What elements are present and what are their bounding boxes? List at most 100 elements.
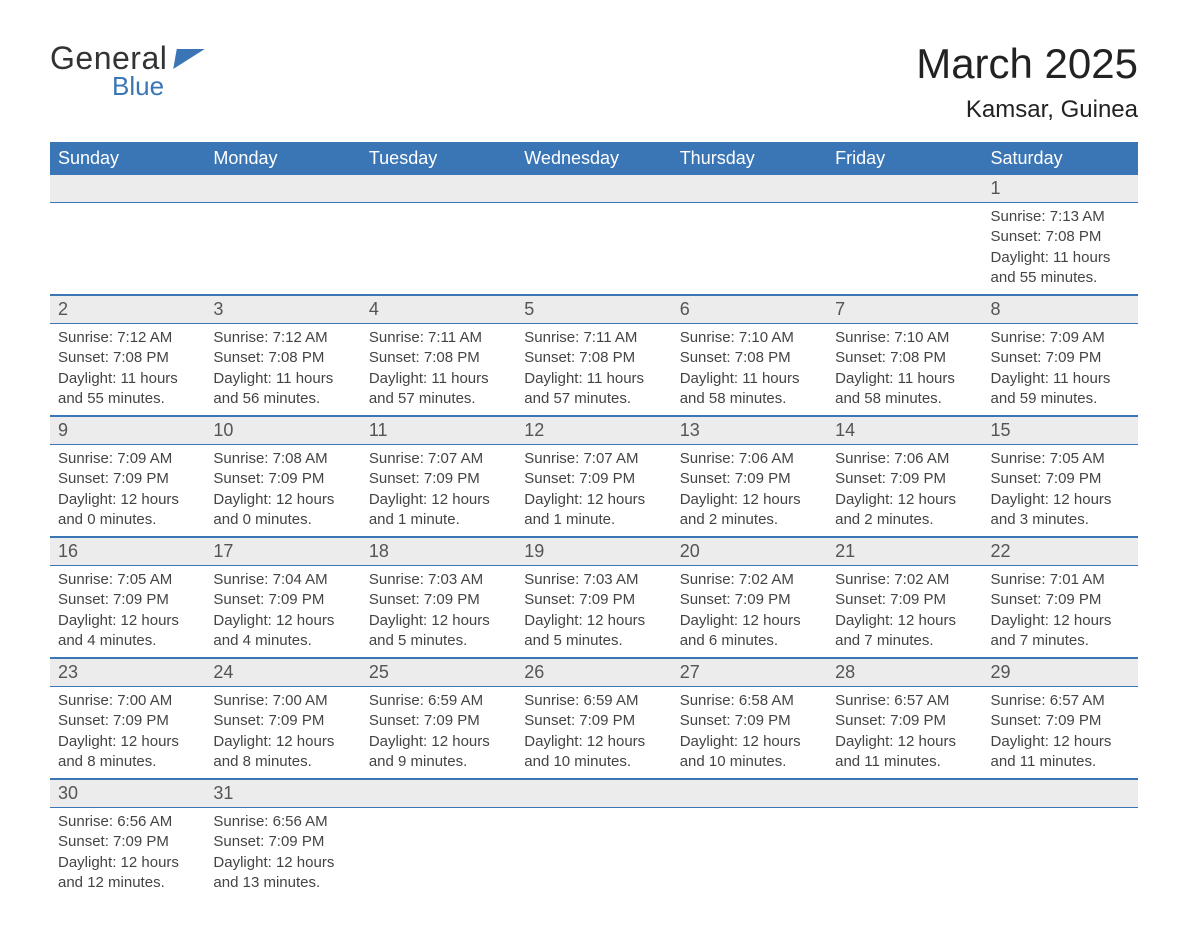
daylight-text: Daylight: 12 hours and 10 minutes. bbox=[680, 732, 819, 773]
sunset-text: Sunset: 7:09 PM bbox=[213, 711, 352, 731]
day-detail-cell: Sunrise: 7:02 AMSunset: 7:09 PMDaylight:… bbox=[672, 566, 827, 659]
day-detail-cell: Sunrise: 7:07 AMSunset: 7:09 PMDaylight:… bbox=[361, 445, 516, 538]
sunset-text: Sunset: 7:09 PM bbox=[58, 590, 197, 610]
sunset-text: Sunset: 7:09 PM bbox=[58, 711, 197, 731]
day-number-cell: 21 bbox=[827, 537, 982, 566]
day-detail-cell bbox=[516, 203, 671, 296]
day-number-cell: 2 bbox=[50, 295, 205, 324]
day-detail-cell: Sunrise: 7:01 AMSunset: 7:09 PMDaylight:… bbox=[983, 566, 1138, 659]
day-number-cell bbox=[983, 779, 1138, 808]
sunrise-text: Sunrise: 7:11 AM bbox=[524, 328, 663, 348]
day-detail-cell bbox=[361, 808, 516, 900]
day-detail-cell bbox=[827, 203, 982, 296]
day-detail-cell: Sunrise: 7:03 AMSunset: 7:09 PMDaylight:… bbox=[516, 566, 671, 659]
sunset-text: Sunset: 7:09 PM bbox=[680, 469, 819, 489]
daylight-text: Daylight: 12 hours and 11 minutes. bbox=[835, 732, 974, 773]
sunrise-text: Sunrise: 7:01 AM bbox=[991, 570, 1130, 590]
day-detail-cell: Sunrise: 7:10 AMSunset: 7:08 PMDaylight:… bbox=[827, 324, 982, 417]
day-number-cell: 10 bbox=[205, 416, 360, 445]
sunrise-text: Sunrise: 7:05 AM bbox=[58, 570, 197, 590]
title-block: March 2025 Kamsar, Guinea bbox=[916, 40, 1138, 124]
day-detail-cell: Sunrise: 7:11 AMSunset: 7:08 PMDaylight:… bbox=[361, 324, 516, 417]
day-detail-cell: Sunrise: 7:09 AMSunset: 7:09 PMDaylight:… bbox=[983, 324, 1138, 417]
day-number-cell: 28 bbox=[827, 658, 982, 687]
day-number-cell: 11 bbox=[361, 416, 516, 445]
day-detail-cell: Sunrise: 7:13 AMSunset: 7:08 PMDaylight:… bbox=[983, 203, 1138, 296]
day-detail-cell: Sunrise: 7:03 AMSunset: 7:09 PMDaylight:… bbox=[361, 566, 516, 659]
sunrise-text: Sunrise: 7:12 AM bbox=[58, 328, 197, 348]
day-number-row: 2345678 bbox=[50, 295, 1138, 324]
day-number-cell: 26 bbox=[516, 658, 671, 687]
day-number-row: 23242526272829 bbox=[50, 658, 1138, 687]
daylight-text: Daylight: 12 hours and 4 minutes. bbox=[58, 611, 197, 652]
daylight-text: Daylight: 12 hours and 7 minutes. bbox=[991, 611, 1130, 652]
day-detail-row: Sunrise: 7:13 AMSunset: 7:08 PMDaylight:… bbox=[50, 203, 1138, 296]
day-detail-cell: Sunrise: 7:12 AMSunset: 7:08 PMDaylight:… bbox=[50, 324, 205, 417]
day-number-cell: 22 bbox=[983, 537, 1138, 566]
daylight-text: Daylight: 12 hours and 1 minute. bbox=[524, 490, 663, 531]
sunrise-text: Sunrise: 6:57 AM bbox=[835, 691, 974, 711]
day-number-row: 9101112131415 bbox=[50, 416, 1138, 445]
daylight-text: Daylight: 12 hours and 0 minutes. bbox=[58, 490, 197, 531]
daylight-text: Daylight: 11 hours and 55 minutes. bbox=[991, 248, 1130, 289]
daylight-text: Daylight: 12 hours and 1 minute. bbox=[369, 490, 508, 531]
day-detail-cell: Sunrise: 7:06 AMSunset: 7:09 PMDaylight:… bbox=[827, 445, 982, 538]
day-header: Wednesday bbox=[516, 142, 671, 175]
daylight-text: Daylight: 12 hours and 9 minutes. bbox=[369, 732, 508, 773]
day-header: Friday bbox=[827, 142, 982, 175]
sunset-text: Sunset: 7:09 PM bbox=[369, 469, 508, 489]
sunrise-text: Sunrise: 7:05 AM bbox=[991, 449, 1130, 469]
sunset-text: Sunset: 7:09 PM bbox=[991, 348, 1130, 368]
daylight-text: Daylight: 12 hours and 7 minutes. bbox=[835, 611, 974, 652]
sunset-text: Sunset: 7:08 PM bbox=[369, 348, 508, 368]
day-number-cell: 24 bbox=[205, 658, 360, 687]
sunset-text: Sunset: 7:09 PM bbox=[213, 590, 352, 610]
daylight-text: Daylight: 12 hours and 2 minutes. bbox=[680, 490, 819, 531]
sunrise-text: Sunrise: 6:58 AM bbox=[680, 691, 819, 711]
day-number-cell: 29 bbox=[983, 658, 1138, 687]
sunrise-text: Sunrise: 7:03 AM bbox=[524, 570, 663, 590]
daylight-text: Daylight: 11 hours and 57 minutes. bbox=[369, 369, 508, 410]
daylight-text: Daylight: 12 hours and 0 minutes. bbox=[213, 490, 352, 531]
day-detail-cell: Sunrise: 6:58 AMSunset: 7:09 PMDaylight:… bbox=[672, 687, 827, 780]
day-number-cell: 18 bbox=[361, 537, 516, 566]
daylight-text: Daylight: 12 hours and 8 minutes. bbox=[213, 732, 352, 773]
day-number-cell: 16 bbox=[50, 537, 205, 566]
sunset-text: Sunset: 7:09 PM bbox=[680, 711, 819, 731]
day-detail-row: Sunrise: 7:05 AMSunset: 7:09 PMDaylight:… bbox=[50, 566, 1138, 659]
sunset-text: Sunset: 7:09 PM bbox=[213, 469, 352, 489]
sunrise-text: Sunrise: 6:59 AM bbox=[369, 691, 508, 711]
sunrise-text: Sunrise: 7:03 AM bbox=[369, 570, 508, 590]
day-number-cell: 12 bbox=[516, 416, 671, 445]
day-header: Tuesday bbox=[361, 142, 516, 175]
day-detail-cell: Sunrise: 7:09 AMSunset: 7:09 PMDaylight:… bbox=[50, 445, 205, 538]
day-detail-cell bbox=[361, 203, 516, 296]
sunset-text: Sunset: 7:08 PM bbox=[58, 348, 197, 368]
day-number-cell bbox=[50, 175, 205, 203]
daylight-text: Daylight: 12 hours and 4 minutes. bbox=[213, 611, 352, 652]
sunrise-text: Sunrise: 7:11 AM bbox=[369, 328, 508, 348]
sunset-text: Sunset: 7:09 PM bbox=[835, 711, 974, 731]
day-detail-cell: Sunrise: 7:10 AMSunset: 7:08 PMDaylight:… bbox=[672, 324, 827, 417]
day-detail-cell bbox=[827, 808, 982, 900]
sunrise-text: Sunrise: 6:56 AM bbox=[213, 812, 352, 832]
daylight-text: Daylight: 12 hours and 8 minutes. bbox=[58, 732, 197, 773]
day-detail-cell: Sunrise: 6:56 AMSunset: 7:09 PMDaylight:… bbox=[50, 808, 205, 900]
sunset-text: Sunset: 7:09 PM bbox=[524, 590, 663, 610]
day-number-cell bbox=[361, 175, 516, 203]
day-detail-cell: Sunrise: 7:05 AMSunset: 7:09 PMDaylight:… bbox=[983, 445, 1138, 538]
daylight-text: Daylight: 12 hours and 13 minutes. bbox=[213, 853, 352, 894]
day-detail-cell: Sunrise: 7:05 AMSunset: 7:09 PMDaylight:… bbox=[50, 566, 205, 659]
day-detail-row: Sunrise: 7:09 AMSunset: 7:09 PMDaylight:… bbox=[50, 445, 1138, 538]
sunrise-text: Sunrise: 7:10 AM bbox=[680, 328, 819, 348]
day-number-cell bbox=[516, 175, 671, 203]
sunrise-text: Sunrise: 6:59 AM bbox=[524, 691, 663, 711]
day-detail-cell: Sunrise: 7:06 AMSunset: 7:09 PMDaylight:… bbox=[672, 445, 827, 538]
daylight-text: Daylight: 12 hours and 5 minutes. bbox=[524, 611, 663, 652]
daylight-text: Daylight: 11 hours and 58 minutes. bbox=[680, 369, 819, 410]
header: General Blue March 2025 Kamsar, Guinea bbox=[50, 40, 1138, 124]
day-detail-cell: Sunrise: 7:11 AMSunset: 7:08 PMDaylight:… bbox=[516, 324, 671, 417]
day-number-cell bbox=[516, 779, 671, 808]
sunrise-text: Sunrise: 7:00 AM bbox=[213, 691, 352, 711]
day-number-row: 3031 bbox=[50, 779, 1138, 808]
